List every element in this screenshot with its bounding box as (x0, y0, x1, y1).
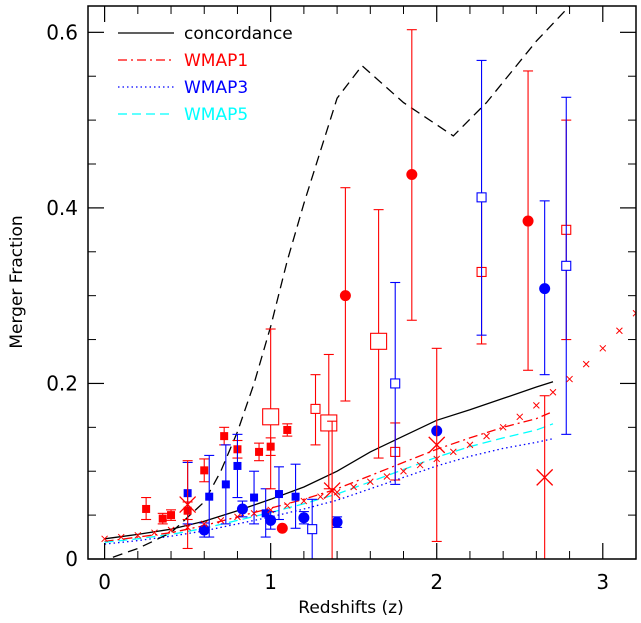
x-tick-label: 1 (264, 570, 277, 594)
data-point (198, 524, 210, 536)
data-point (516, 413, 524, 421)
data-point (549, 388, 557, 396)
model-curve (104, 410, 554, 543)
data-point (323, 482, 341, 499)
data-point (333, 488, 341, 496)
data-point (255, 447, 264, 456)
data-point (317, 493, 324, 501)
data-points (101, 29, 636, 559)
data-point (466, 441, 474, 449)
data-point (250, 493, 259, 502)
data-point (582, 360, 590, 368)
data-point (433, 455, 441, 463)
data-point (307, 524, 318, 535)
y-tick-label: 0 (65, 547, 78, 571)
data-point (205, 492, 214, 501)
data-point (262, 408, 280, 426)
data-point (200, 520, 208, 528)
data-point (566, 375, 573, 383)
data-point (276, 522, 288, 534)
data-point (300, 497, 308, 505)
legend: concordance WMAP1 WMAP3 WMAP5 (118, 24, 293, 125)
data-point (167, 511, 176, 520)
data-point (406, 169, 418, 181)
x-tick-label: 0 (98, 570, 111, 594)
data-point (370, 332, 388, 350)
data-point (167, 526, 175, 534)
data-point (217, 517, 225, 524)
y-axis-label: Merger Fraction (7, 215, 27, 348)
data-point (265, 514, 277, 526)
axis-ticks: 0 1 2 3 0 0.2 0.4 0.6 (46, 6, 637, 594)
data-point (390, 378, 401, 389)
x-tick-label: 2 (430, 570, 443, 594)
data-point (499, 423, 507, 431)
data-point (476, 192, 487, 203)
x-tick-label: 3 (596, 570, 609, 594)
y-tick-label: 0.2 (46, 371, 78, 395)
data-point (184, 524, 191, 531)
data-point (483, 432, 490, 440)
data-point (599, 344, 607, 352)
legend-label: concordance (184, 24, 293, 44)
data-point (616, 327, 623, 335)
data-point (561, 260, 572, 271)
data-point (533, 402, 540, 409)
data-point (291, 492, 300, 501)
data-point (236, 503, 248, 515)
data-point (522, 215, 534, 227)
data-point (283, 425, 292, 434)
plot-frame (87, 5, 637, 560)
data-point (339, 290, 351, 302)
data-point (416, 461, 424, 469)
model-curve (104, 381, 554, 540)
x-axis-label: Redshifts (z) (298, 598, 403, 618)
data-point (142, 504, 151, 513)
legend-label: WMAP1 (184, 51, 248, 71)
data-point (632, 309, 636, 317)
data-point (400, 467, 407, 475)
data-point (250, 510, 258, 517)
data-point (298, 512, 310, 524)
model-curve (112, 6, 571, 558)
data-point (267, 506, 275, 514)
y-tick-label: 0.6 (46, 20, 78, 44)
legend-label: WMAP5 (184, 105, 248, 125)
data-point (366, 478, 374, 486)
data-point (331, 516, 343, 528)
model-curves (104, 6, 571, 558)
data-point (233, 461, 242, 470)
data-point (536, 468, 554, 486)
data-point (274, 490, 283, 499)
data-point (428, 436, 446, 454)
model-curve (104, 423, 554, 543)
data-point (539, 283, 551, 295)
data-point (200, 466, 209, 475)
legend-label: WMAP3 (184, 78, 248, 98)
data-point (320, 414, 338, 432)
data-point (383, 473, 391, 480)
data-point (261, 509, 270, 518)
data-point (449, 448, 457, 456)
data-point (179, 496, 197, 514)
data-point (220, 432, 229, 441)
data-point (101, 535, 108, 543)
y-tick-label: 0.4 (46, 196, 78, 220)
data-point (234, 513, 241, 521)
data-point (221, 480, 230, 489)
data-point (134, 531, 142, 539)
data-point (350, 483, 358, 491)
data-point (283, 502, 291, 509)
data-point (158, 514, 167, 523)
data-point (151, 529, 158, 537)
data-point (310, 403, 321, 414)
data-point (117, 533, 125, 541)
